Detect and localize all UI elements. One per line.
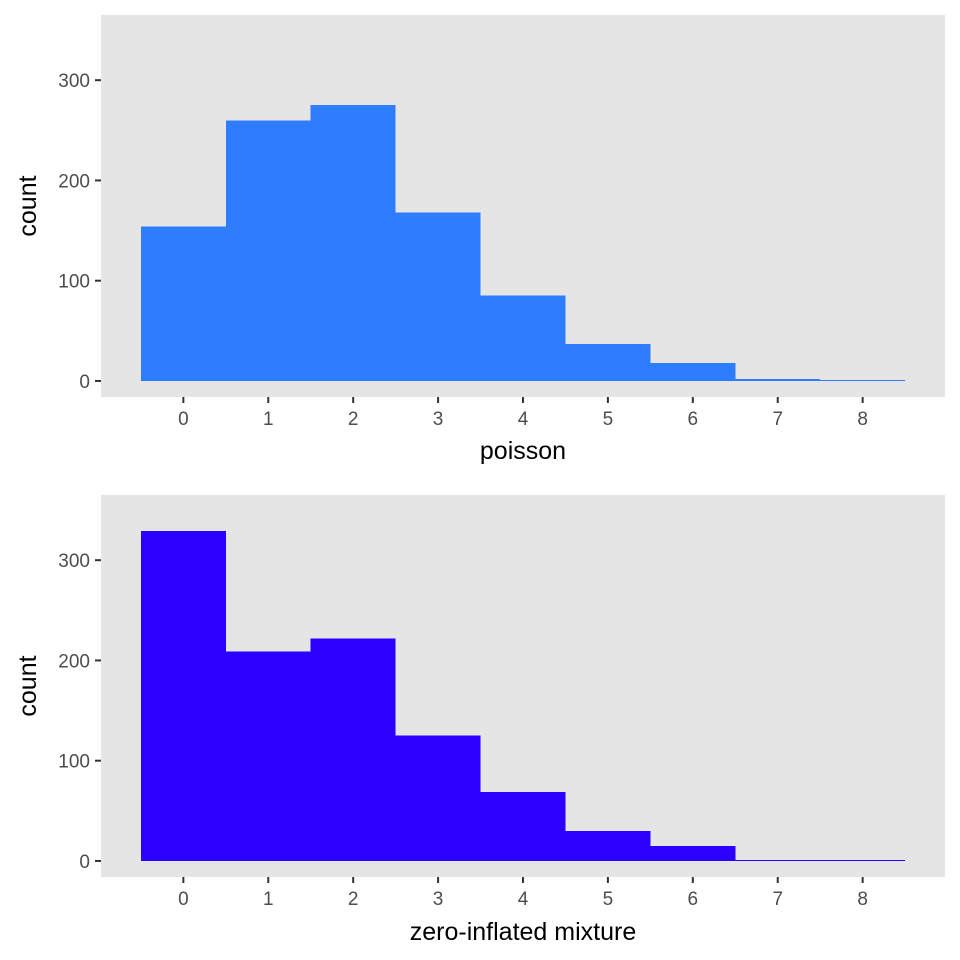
histogram-bar-4 (480, 295, 566, 381)
histogram-panel-zero-inflated: 0 100 200 300 0 1 2 3 4 5 6 7 8 zero-inflated mixture… (14, 495, 945, 946)
y-tick-label: 300 (58, 551, 90, 572)
x-tick-label: 4 (518, 889, 529, 910)
x-tick-label: 3 (433, 409, 444, 430)
y-tick-label: 200 (58, 651, 90, 672)
y-tick-label: 100 (58, 272, 90, 293)
x-tick-label: 4 (518, 409, 529, 430)
histogram-bar-6 (650, 362, 736, 381)
histogram-panel-poisson: 0 100 200 300 0 1 2 3 4 5 6 7 8 poisson count (14, 15, 945, 465)
y-axis-title: count (14, 175, 42, 236)
y-tick-label: 300 (58, 71, 90, 92)
x-tick-label: 0 (178, 409, 189, 430)
histogram-bar-8 (820, 859, 906, 861)
histogram-bar-6 (650, 845, 736, 861)
x-tick-label: 0 (178, 889, 189, 910)
histogram-bar-1 (225, 651, 311, 861)
histogram-bar-2 (310, 638, 396, 861)
y-tick-label: 200 (58, 171, 90, 192)
x-axis-title: zero-inflated mixture (410, 918, 636, 946)
histogram-bar-5 (565, 830, 651, 861)
histogram-bar-1 (225, 120, 311, 381)
y-tick-label: 0 (79, 852, 90, 873)
x-tick-label: 7 (772, 889, 783, 910)
histogram-bar-0 (140, 531, 226, 861)
y-axis-title: count (14, 655, 42, 716)
x-tick-label: 3 (433, 889, 444, 910)
x-tick-label: 5 (603, 409, 614, 430)
x-tick-label: 1 (263, 889, 274, 910)
histogram-bar-8 (820, 379, 906, 381)
histogram-bar-3 (395, 735, 481, 861)
x-tick-label: 1 (263, 409, 274, 430)
y-tick-label: 100 (58, 752, 90, 773)
x-tick-label: 6 (688, 889, 699, 910)
x-tick-label: 8 (857, 889, 868, 910)
y-tick-label: 0 (79, 372, 90, 393)
histogram-bar-4 (480, 791, 566, 861)
x-tick-label: 7 (772, 409, 783, 430)
x-tick-label: 2 (348, 409, 359, 430)
x-tick-label: 5 (603, 889, 614, 910)
histogram-bar-7 (735, 378, 821, 381)
x-tick-label: 8 (857, 409, 868, 430)
x-tick-label: 6 (688, 409, 699, 430)
x-axis-title: poisson (480, 437, 566, 465)
x-tick-label: 2 (348, 889, 359, 910)
histogram-bar-3 (395, 212, 481, 381)
histogram-bar-7 (735, 859, 821, 861)
histogram-bar-0 (140, 226, 226, 381)
histogram-bar-2 (310, 105, 396, 381)
histogram-bar-5 (565, 343, 651, 381)
